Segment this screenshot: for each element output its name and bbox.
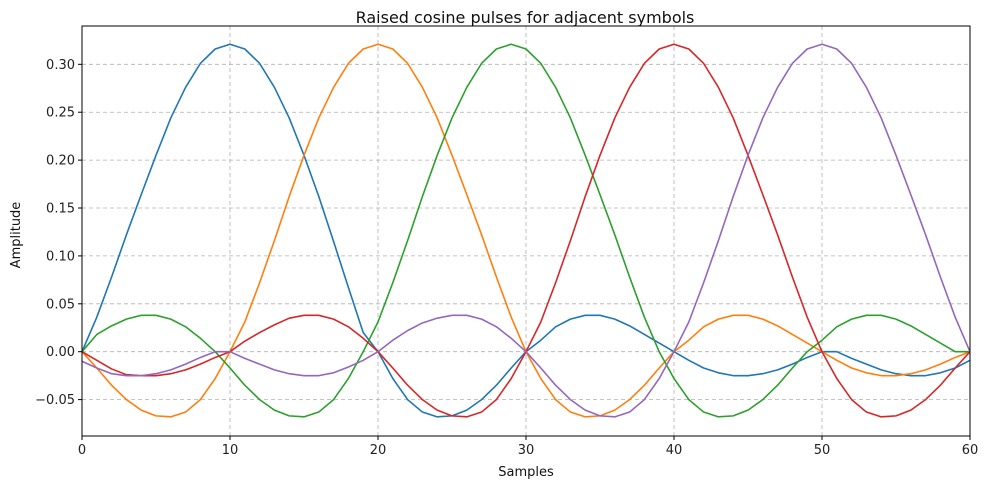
series-layer [81,43,971,418]
y-tick-label: −0.05 [35,393,75,408]
y-tick-label: 0.25 [46,106,75,121]
x-tick-label: 0 [78,443,86,458]
chart-title: Raised cosine pulses for adjacent symbol… [356,8,695,27]
series-line-5 [81,43,971,418]
x-tick-label: 20 [370,443,387,458]
y-tick-label: 0.20 [46,154,75,169]
x-tick-label: 30 [518,443,535,458]
y-tick-label: 0.00 [46,345,75,360]
grid [81,26,971,436]
series-line-3 [81,43,970,418]
x-axis: 0 10 20 30 40 50 60 [78,436,978,458]
y-axis: −0.05 0.00 0.05 0.10 0.15 0.20 0.25 0.30 [35,58,82,408]
x-tick-label: 50 [814,443,831,458]
x-tick-label: 10 [222,443,239,458]
y-tick-label: 0.10 [46,249,75,264]
y-tick-label: 0.30 [46,58,75,73]
x-tick-label: 40 [666,443,683,458]
y-tick-label: 0.05 [46,297,75,312]
y-axis-label: Amplitude [9,202,24,269]
y-tick-label: 0.15 [46,202,75,217]
x-axis-label: Samples [498,465,554,480]
x-tick-label: 60 [962,443,979,458]
